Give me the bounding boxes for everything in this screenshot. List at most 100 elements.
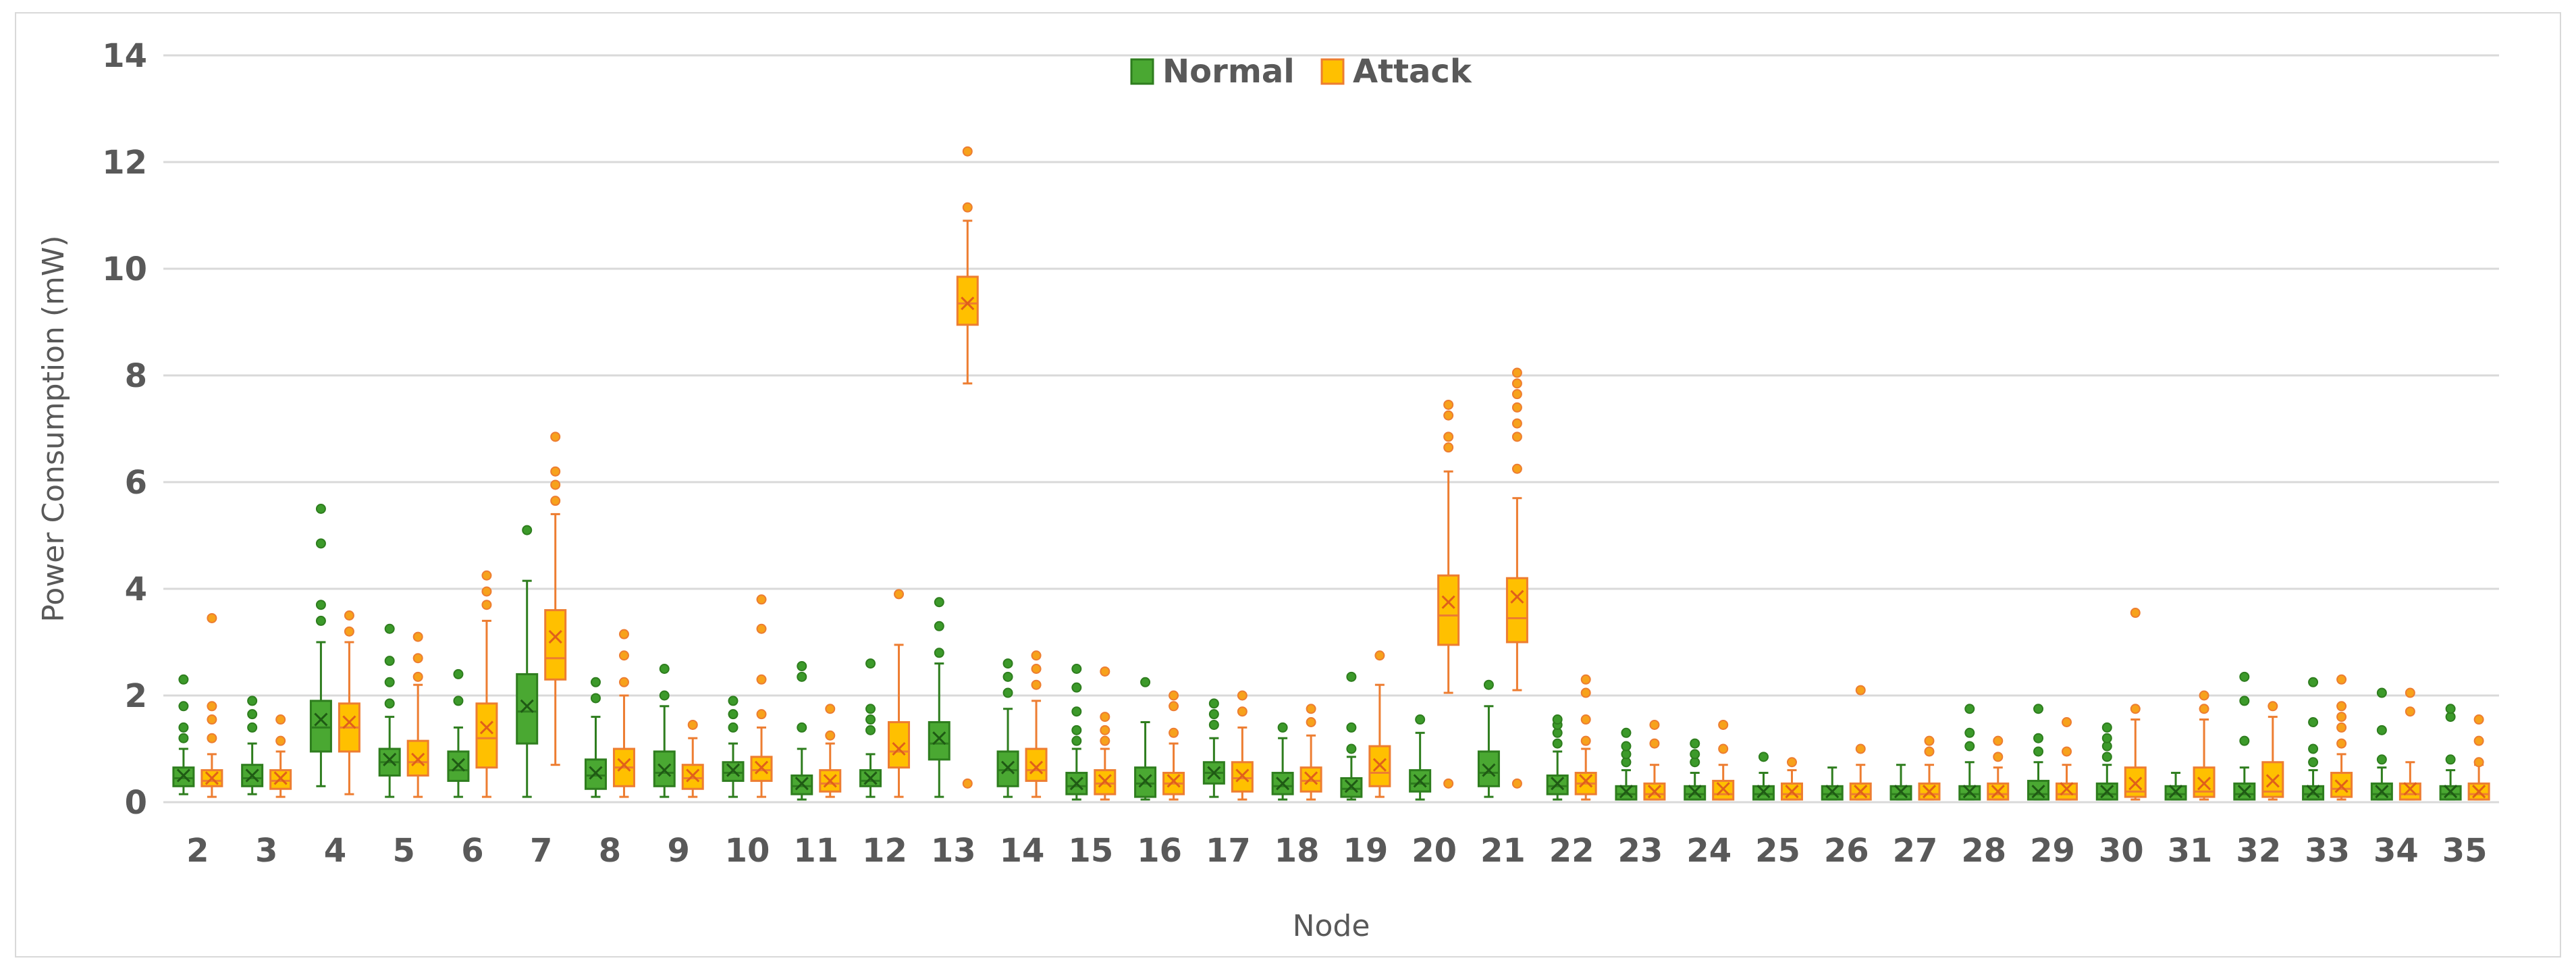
attack-mean-marker-b: [1166, 774, 1181, 788]
y-tick-label-6: 6: [125, 464, 147, 502]
normal-outlier-point: [384, 698, 395, 709]
normal-outlier-point: [728, 709, 739, 720]
attack-box-node-2: [200, 612, 223, 798]
normal-outlier-point: [2239, 735, 2250, 746]
normal-outlier-point: [659, 690, 670, 701]
attack-iqr-box: [1437, 574, 1460, 646]
normal-mean-marker-b: [1138, 774, 1152, 788]
x-tick-label-26: 26: [1824, 832, 1869, 870]
attack-mean-marker-b: [1029, 760, 1044, 775]
attack-outlier-point: [1511, 367, 1522, 378]
x-tick-label-34: 34: [2373, 832, 2419, 870]
attack-mean-marker-b: [686, 768, 700, 783]
normal-outlier-point: [2308, 757, 2319, 768]
attack-outlier-point: [962, 202, 973, 213]
normal-outlier-point: [178, 674, 189, 685]
normal-outlier-point: [2376, 754, 2387, 765]
normal-mean-marker-b: [863, 771, 878, 785]
attack-outlier-point: [1649, 719, 1660, 730]
normal-mean-marker-b: [314, 712, 328, 727]
normal-mean-marker-b: [2306, 785, 2320, 799]
normal-mean-marker-b: [1482, 763, 1496, 777]
attack-box-node-35: [2467, 714, 2490, 801]
attack-outlier-point: [1100, 735, 1110, 746]
attack-outlier-point: [1100, 725, 1110, 735]
normal-box-node-28: [1958, 704, 1981, 801]
attack-iqr-box: [1025, 747, 1048, 782]
x-axis-ticks: 2 3 4 5 6 7 8 9 10 11 12 13 14 15 16 17 18 19 20 21 22 23 24 25…: [186, 832, 2487, 870]
attack-box-node-13: [956, 146, 979, 789]
normal-outlier-point: [728, 722, 739, 733]
normal-outlier-point: [1071, 735, 1082, 746]
attack-outlier-point: [2473, 735, 2484, 746]
normal-outlier-point: [178, 701, 189, 712]
normal-outlier-point: [178, 733, 189, 743]
normal-box-node-5: [378, 623, 401, 798]
normal-mean-marker-b: [2031, 785, 2045, 799]
normal-box-node-30: [2095, 722, 2118, 801]
normal-outlier-point: [659, 664, 670, 674]
normal-outlier-point: [590, 677, 601, 687]
attack-outlier-point: [1169, 701, 1179, 712]
x-tick-label-17: 17: [1206, 832, 1251, 870]
attack-outlier-point: [1443, 399, 1454, 410]
x-tick-label-22: 22: [1549, 832, 1594, 870]
attack-outlier-point: [2130, 608, 2141, 619]
x-tick-label-12: 12: [862, 832, 907, 870]
normal-outlier-point: [2239, 696, 2250, 706]
attack-mean-marker-b: [548, 630, 562, 644]
attack-outlier-point: [344, 610, 354, 621]
normal-box-node-8: [584, 677, 607, 798]
attack-outlier-point: [1031, 650, 1042, 661]
normal-box-node-25: [1752, 752, 1775, 801]
attack-outlier-point: [1100, 666, 1110, 677]
attack-outlier-point: [1511, 463, 1522, 474]
y-tick-label-12: 12: [102, 144, 147, 182]
normal-outlier-point: [1002, 658, 1013, 669]
normal-outlier-point: [1758, 752, 1769, 762]
normal-outlier-point: [2445, 754, 2456, 765]
attack-outlier-point: [1306, 704, 1316, 714]
attack-mean-marker-b: [2265, 774, 2280, 788]
normal-outlier-point: [453, 668, 464, 679]
attack-outlier-point: [1169, 727, 1179, 738]
attack-mean-marker-b: [1372, 758, 1387, 772]
attack-outlier-point: [550, 466, 561, 477]
attack-outlier-point: [2473, 757, 2484, 768]
normal-iqr-box: [653, 750, 676, 787]
attack-outlier-point: [481, 600, 492, 610]
normal-outlier-point: [315, 600, 326, 610]
attack-outlier-point: [1786, 757, 1797, 768]
attack-outlier-point: [1580, 674, 1591, 685]
attack-mean-marker-b: [2334, 779, 2349, 793]
normal-box-node-3: [241, 696, 264, 795]
attack-outlier-point: [1924, 735, 1935, 746]
normal-mean-marker-b: [932, 731, 946, 745]
normal-mean-marker-b: [658, 763, 672, 777]
attack-mean-marker-b: [1716, 782, 1730, 796]
legend-label-normal: Normal: [1162, 53, 1295, 90]
normal-outlier-point: [865, 725, 876, 735]
x-tick-label-27: 27: [1893, 832, 1938, 870]
attack-outlier-point: [618, 677, 629, 687]
normal-outlier-point: [865, 658, 876, 669]
normal-outlier-point: [2376, 725, 2387, 735]
attack-box-node-6: [475, 570, 498, 798]
attack-outlier-point: [2268, 701, 2278, 712]
normal-mean-marker-b: [1000, 760, 1015, 775]
normal-box-node-7: [516, 525, 539, 798]
attack-box-node-20: [1437, 399, 1460, 789]
normal-outlier-point: [934, 621, 944, 631]
normal-mean-marker-b: [795, 777, 809, 791]
normal-outlier-point: [1071, 725, 1082, 735]
normal-outlier-point: [2101, 722, 2112, 733]
attack-box-node-19: [1368, 650, 1391, 798]
attack-mean-marker-b: [273, 771, 288, 785]
attack-mean-marker-b: [754, 760, 769, 775]
normal-box-node-14: [996, 658, 1019, 798]
x-tick-label-2: 2: [186, 832, 209, 870]
normal-outlier-point: [590, 693, 601, 704]
attack-outlier-point: [412, 671, 423, 682]
attack-outlier-point: [1511, 402, 1522, 413]
normal-outlier-point: [2033, 733, 2044, 743]
